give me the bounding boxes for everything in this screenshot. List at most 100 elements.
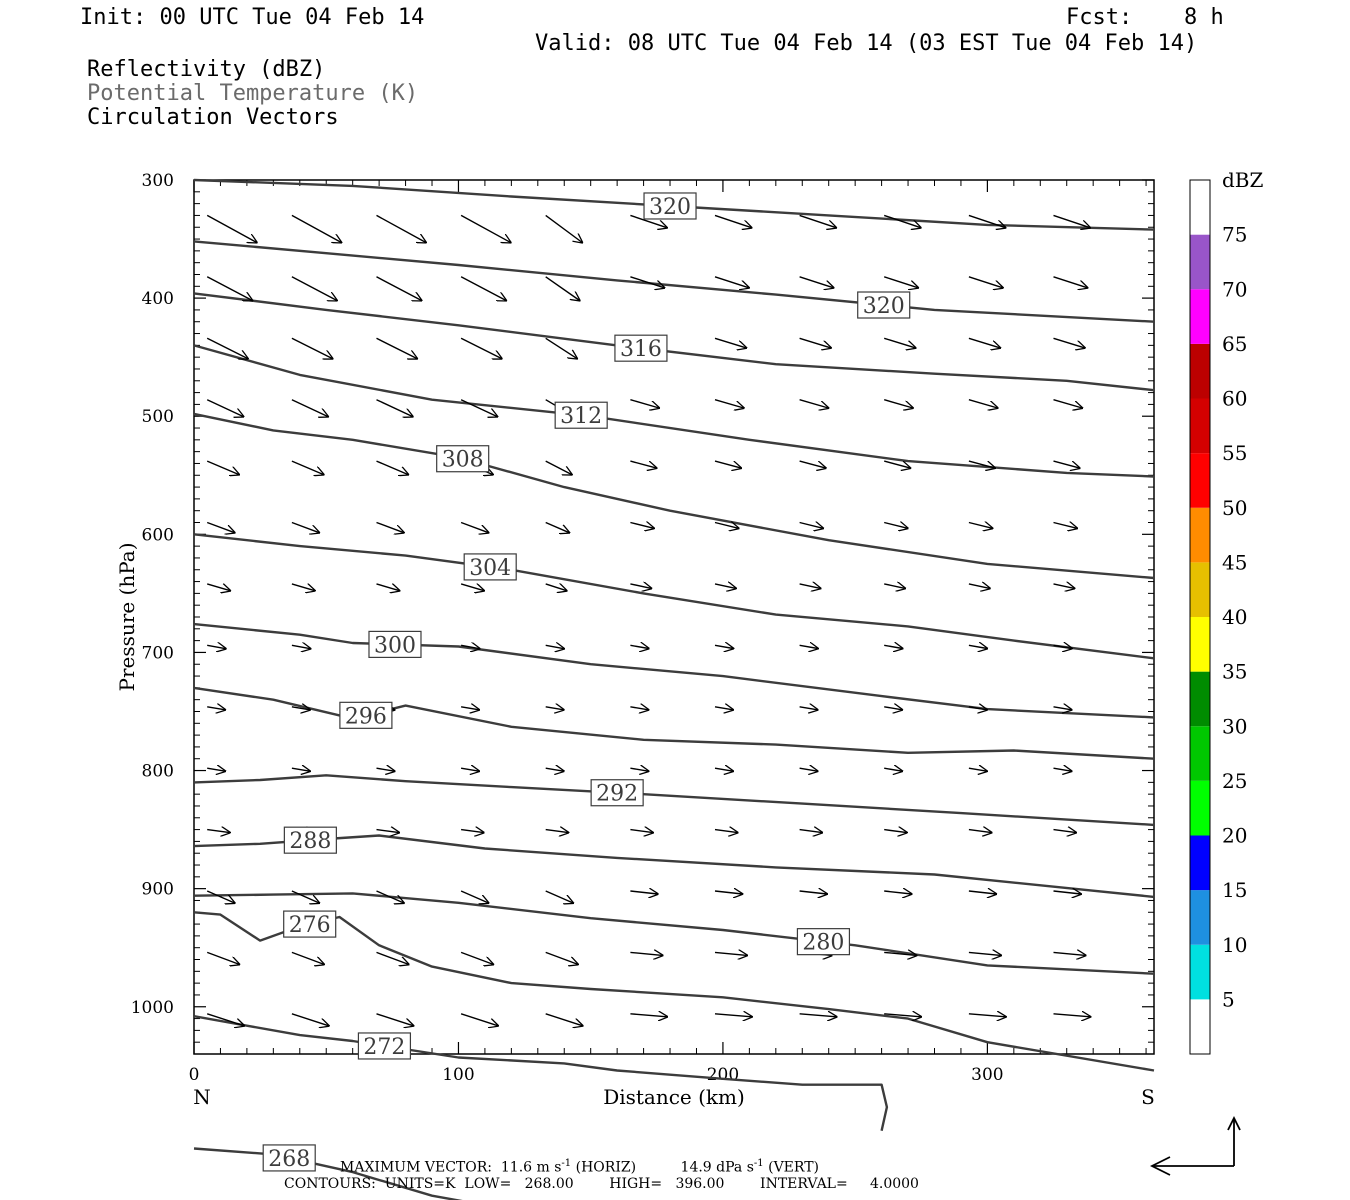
vector-arrow [799,891,827,894]
contour-296 [193,686,1155,760]
y-tick-label: 300 [142,171,174,191]
vector-arrow [884,460,910,468]
vector-arrow [883,337,915,348]
contour-labels: 320 320 316 312 308 304 300 296 292 288 280 276 272 2… [262,192,911,1172]
vector-arrow [460,399,497,417]
contour-label: 316 [620,337,662,362]
dbz-colorbar: 5 10 15 20 25 30 35 40 45 50 55 60 65 70 75 [1189,179,1247,1055]
vector-arrow [799,214,837,227]
vector-arrow [1053,645,1072,648]
vector-arrow [799,523,824,529]
vector-arrow [714,1014,752,1017]
contour-312 [193,344,1155,478]
x-tick-label: 0 [189,1065,200,1085]
vector-arrow [968,523,993,529]
vector-arrow [1053,952,1086,955]
vector-arrow [291,890,319,903]
vector-arrow [968,337,1000,348]
vector-arrow [206,276,252,301]
colorbar-swatch [1190,835,1210,891]
vector-arrow [291,645,311,648]
y-axis-label: Pressure (hPa) [115,543,139,692]
vector-arrow [799,645,818,648]
colorbar-swatch [1190,890,1210,945]
vector-arrow [207,830,230,833]
vector-arrow [630,645,648,648]
contour-label: 320 [863,294,905,319]
vector-arrow [545,890,573,903]
y-tick-label: 600 [142,525,174,545]
contour-label: 272 [363,1035,405,1060]
vector-arrow [376,214,426,242]
field-reflectivity: Reflectivity (dBZ) [87,57,326,82]
colorbar-level-label: 35 [1222,660,1247,684]
y-tick-label: 1000 [131,998,174,1018]
colorbar-swatch [1190,453,1210,508]
vector-arrow [630,460,656,468]
colorbar-swatch [1190,617,1210,672]
vector-arrow [799,460,826,468]
vector-arrow [968,399,998,408]
vector-arrow [291,1013,329,1026]
valid-time: Valid: 08 UTC Tue 04 Feb 14 (03 EST Tue … [535,31,1198,56]
max-vector-horiz: MAXIMUM VECTOR: 11.6 m s [340,1159,562,1176]
contour-300 [193,622,1155,719]
vector-arrow [545,460,572,475]
vector-arrow [630,768,648,771]
colorbar-level-label: 65 [1222,332,1247,356]
colorbar-swatch [1190,671,1210,727]
vector-arrow [206,1013,244,1026]
vector-arrow [1053,891,1081,894]
vector-arrow [291,521,319,533]
vector-arrow [460,768,479,771]
init-time: Init: 00 UTC Tue 04 Feb 14 [80,5,425,30]
contour-label-box [262,1144,316,1172]
contour-label: 320 [649,195,691,220]
vector-arrow [884,707,902,710]
vector-arrow [545,951,578,964]
x-tick-label: 300 [971,1065,1003,1085]
vector-arrow [206,951,239,964]
colorbar-swatch [1190,507,1210,563]
colorbar-level-label: 10 [1222,933,1247,957]
y-tick-label: 400 [142,289,174,309]
contour-label-box [554,401,608,429]
colorbar-swatch [1190,398,1210,454]
vector-arrow [799,337,831,348]
vector-arrow [714,214,752,227]
vector-arrow [206,214,257,242]
contour-label-box [796,928,851,956]
colorbar-swatch [1190,234,1210,290]
vector-arrow [968,707,987,710]
vector-arrow [630,952,662,955]
colorbar-level-label: 40 [1222,605,1247,629]
contour-label-box [857,291,911,319]
vector-arrow [376,460,409,475]
vector-arrow [799,1014,837,1017]
vector-arrow [968,645,987,648]
vector-arrow [630,214,667,227]
vector-arrow [884,523,908,529]
x-end-label: S [1141,1085,1155,1109]
contour-308 [193,412,1155,580]
vector-arrow [714,891,742,894]
vector-arrow [714,399,744,408]
colorbar-level-label: 55 [1222,441,1247,465]
colorbar-outline [1189,179,1211,1055]
contour-label-box [283,910,337,938]
contour-288 [193,834,1155,899]
vector-arrow [968,768,987,771]
vector-arrow [799,768,818,771]
vector-arrow [291,337,333,358]
vector-arrow [714,830,738,833]
contour-label: 276 [289,913,331,938]
x-tick-label: 200 [707,1065,739,1085]
vector-arrow [968,891,996,894]
contour-label: 268 [268,1147,310,1172]
vector-arrow [630,523,654,529]
max-vector-vert: (HORIZ) 14.9 dPa s [575,1159,754,1176]
vector-arrow [545,1013,583,1026]
contour-label-box [463,553,517,581]
vector-arrow [630,399,659,408]
